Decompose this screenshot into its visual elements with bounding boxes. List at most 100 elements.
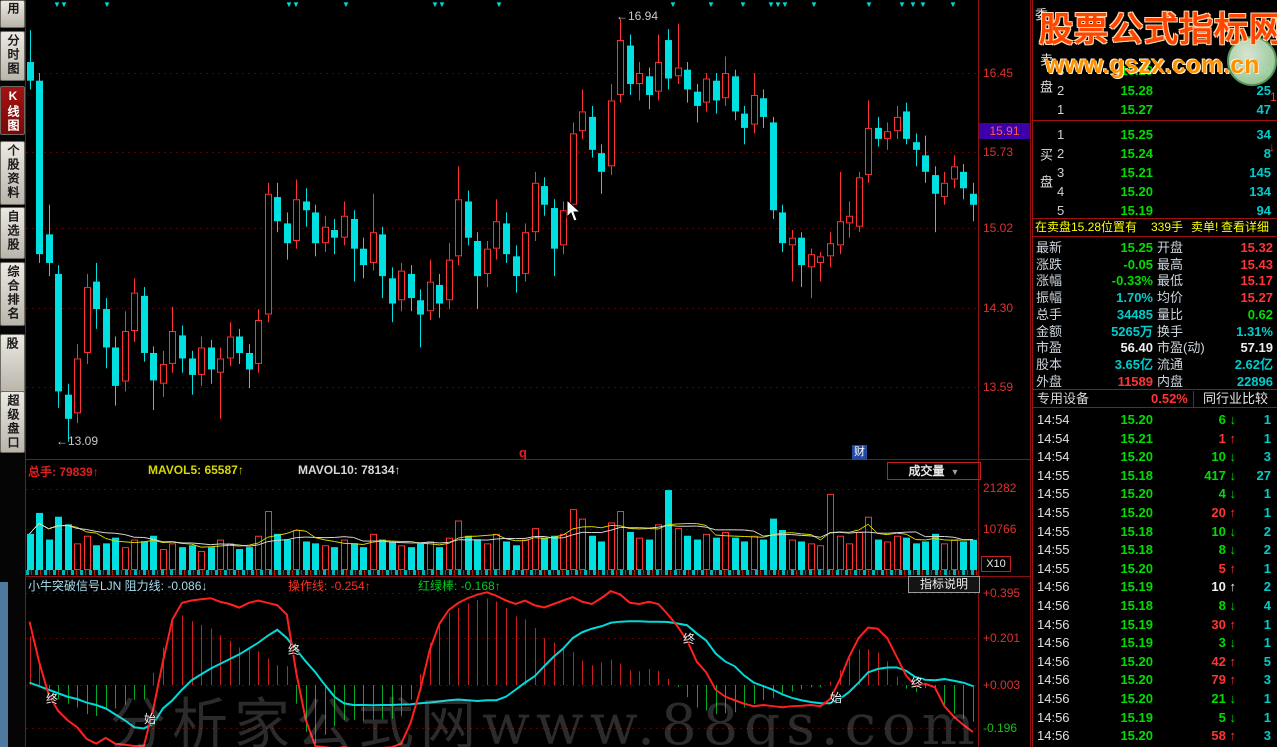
sidebar-tab-综合排名[interactable]: 综合排名 — [0, 262, 25, 326]
sidebar-tab-牛叉诊股[interactable]: 牛叉诊股 — [0, 334, 25, 393]
tick-row: 14:55 15.18 417 ↓ 27 — [1037, 467, 1271, 483]
xaxis-q-mark: q — [519, 445, 527, 460]
indicator-operation-value: 操作线: -0.254↑ — [288, 579, 371, 593]
quote-row: 最新 15.25 开盘 15.32 — [1036, 240, 1273, 255]
buy-queue-label: 买盘 — [1038, 148, 1053, 202]
sector-top-line — [1033, 389, 1277, 390]
sell-marker-icon: ▼ — [669, 0, 677, 9]
sell-marker-icon: ▼ — [919, 0, 927, 9]
sell-row: 1 15.27 47 — [1057, 102, 1271, 117]
sell-marker-icon: ▼ — [781, 0, 789, 9]
indicator-chart-canvas[interactable] — [26, 590, 978, 747]
price-axis-tick: 15.73 — [983, 145, 1014, 159]
tick-row: 14:56 15.20 42 ↑ 5 — [1037, 653, 1271, 669]
tick-row: 14:55 15.20 5 ↑ 1 — [1037, 560, 1271, 576]
tick-row: 14:56 15.19 5 ↓ 1 — [1037, 709, 1271, 725]
sell-marker-icon: ▼ — [342, 0, 350, 9]
buy-row: 1 15.25 34 — [1057, 127, 1271, 142]
volume-indicator-selector[interactable]: 成交量 ▼ — [887, 462, 981, 480]
alert-detail-link[interactable]: 查看详细 — [1221, 220, 1270, 234]
tick-row: 14:56 15.18 8 ↓ 4 — [1037, 598, 1271, 613]
axis-left-border — [978, 0, 979, 747]
tick-row: 14:55 15.18 8 ↓ 2 — [1037, 542, 1271, 558]
sidebar-tab-超级盘口[interactable]: 超级盘口 — [0, 391, 25, 453]
sector-row: 专用设备 0.52% 同行业比较 — [1033, 390, 1277, 407]
price-axis-tick: 15.02 — [983, 221, 1014, 235]
alert-text-post: 卖单! — [1191, 220, 1219, 234]
indicator-redgreen-value: 红绿棒: -0.168↑ — [418, 579, 501, 593]
cross-label-始: 始 — [144, 712, 157, 726]
cross-label-终: 终 — [683, 632, 696, 646]
kline-chart-canvas[interactable] — [26, 0, 978, 459]
high-annotation: ←16.94 — [616, 9, 659, 23]
sell-marker-icon: ▼ — [285, 0, 293, 9]
tick-row: 14:54 15.21 1 ↑ 1 — [1037, 430, 1271, 446]
tick-row: 14:54 15.20 10 ↓ 3 — [1037, 449, 1271, 465]
sidebar-tab-K线图[interactable]: K线图 — [0, 86, 25, 135]
sector-bottom-line — [1033, 407, 1277, 408]
price-axis-tick: 14.30 — [983, 301, 1014, 315]
indicator-axis-tick: +0.003 — [983, 678, 1021, 692]
quote-row: 金额 5265万 换手 1.31% — [1036, 323, 1273, 339]
site-logo-title: 股票公式指标网 — [1039, 11, 1277, 49]
indicator-header: 小牛突破信号LJN 阻力线: -0.086↓ 操作线: -0.254↑ 红绿棒:… — [26, 576, 980, 593]
edge-fragment-arrow: ↓ — [1269, 140, 1275, 154]
green-seal-badge — [1227, 36, 1277, 86]
indicator-help-button[interactable]: 指标说明 — [908, 576, 980, 593]
signal-tick-strip — [26, 570, 978, 575]
quote-row: 涨跌 -0.05 最高 15.43 — [1036, 256, 1273, 272]
tick-row: 14:56 15.19 10 ↑ 2 — [1037, 579, 1271, 595]
price-axis-tick: 16.45 — [983, 66, 1014, 80]
tick-row: 14:55 15.20 20 ↑ 1 — [1037, 505, 1271, 520]
quote-row: 股本 3.65亿 流通 2.62亿 — [1036, 356, 1273, 372]
cross-label-始: 始 — [830, 691, 843, 705]
sidebar-tab-自选股[interactable]: 自选股 — [0, 207, 25, 259]
axis-right-border — [1030, 0, 1031, 747]
sell-marker-icon: ▼ — [103, 0, 111, 9]
tick-row: 14:56 15.20 79 ↑ 3 — [1037, 672, 1271, 688]
sell-queue-label: 卖盘 — [1038, 53, 1053, 107]
x10-unit-label: X10 — [981, 556, 1011, 572]
sector-change: 0.52% — [1151, 391, 1188, 406]
buy-row: 3 15.21 145 — [1057, 165, 1271, 180]
site-logo-url: www.gszx.com.cn — [1045, 51, 1260, 79]
total-hands-label: 总手: 79839↑ — [28, 465, 99, 479]
sidebar-tab-应用[interactable]: 应用 — [0, 0, 25, 28]
alert-top-line — [1033, 218, 1277, 219]
industry-compare-link[interactable]: 同行业比较 — [1203, 391, 1269, 406]
quote-row: 外盘 11589 内盘 22896 — [1036, 373, 1273, 389]
sector-divider — [1193, 391, 1194, 407]
sidebar-tab-分时图[interactable]: 分时图 — [0, 31, 25, 81]
price-axis-tick: 13.59 — [983, 380, 1014, 394]
buy-row: 4 15.20 134 — [1057, 184, 1271, 199]
sell-marker-icon: ▼ — [60, 0, 68, 9]
chevron-down-icon: ▼ — [950, 467, 960, 477]
low-annotation: ←13.09 — [56, 434, 99, 448]
quote-row: 市盈 56.40 市盈(动) 57.19 — [1036, 340, 1273, 356]
sidebar-bottom-strip — [0, 582, 8, 747]
mavol10-label: MAVOL10: 78134↑ — [298, 463, 401, 477]
sell-marker-icon: ▼ — [53, 0, 61, 9]
sell-marker-icon: ▼ — [810, 0, 818, 9]
site-logo[interactable]: 股票公式指标网 www.gszx.com.cn — [1039, 2, 1277, 80]
current-price-tag: 15.91 — [979, 123, 1030, 139]
buy-row: 2 15.24 8 — [1057, 146, 1271, 161]
sell-marker-icon: ▼ — [949, 0, 957, 9]
sell-marker-icon: ▼ — [707, 0, 715, 9]
indicator-axis-tick: -0.196 — [983, 721, 1018, 735]
sidebar-tab-个股资料[interactable]: 个股资料 — [0, 141, 25, 205]
quote-row: 涨幅 -0.33% 最低 15.17 — [1036, 273, 1273, 289]
big-order-alert: 在卖盘15.28位置有 339手 卖单! 查看详细 — [1033, 219, 1277, 236]
volume-axis-tick: 21282 — [983, 481, 1017, 495]
cross-label-终: 终 — [911, 676, 924, 690]
tick-row: 14:56 15.19 3 ↓ 1 — [1037, 635, 1271, 651]
watermark-text: 分析家公式网www.88gs.com — [110, 693, 981, 747]
xaxis-cai-mark: 财 — [852, 445, 867, 460]
sell-marker-icon: ▼ — [438, 0, 446, 9]
sell-marker-icon: ▼ — [292, 0, 300, 9]
quote-row: 振幅 1.70% 均价 15.27 — [1036, 290, 1273, 306]
volume-chart-canvas[interactable] — [26, 480, 978, 575]
alert-text-pre: 在卖盘15.28位置有 — [1035, 220, 1138, 234]
kline-volume-divider — [25, 459, 1031, 460]
